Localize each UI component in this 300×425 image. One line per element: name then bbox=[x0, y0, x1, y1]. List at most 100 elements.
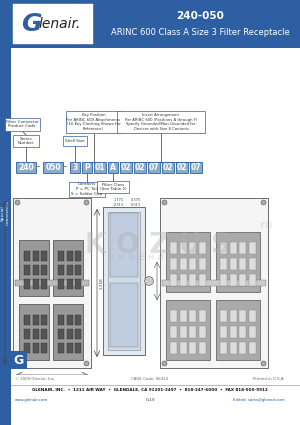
Text: Insert Arrangement
Per ARINC 600 (Positions A through F)
Specify Grounded/Non-Gr: Insert Arrangement Per ARINC 600 (Positi… bbox=[125, 113, 197, 131]
Bar bbox=[11, 351, 27, 369]
Bar bbox=[75, 265, 81, 275]
Bar bbox=[110, 213, 138, 277]
Bar bbox=[58, 315, 64, 325]
Bar bbox=[220, 258, 227, 270]
Bar bbox=[248, 342, 256, 354]
Circle shape bbox=[84, 361, 89, 366]
Bar bbox=[24, 279, 30, 289]
Bar bbox=[120, 162, 132, 173]
Bar bbox=[248, 274, 256, 286]
Bar bbox=[176, 162, 188, 173]
Circle shape bbox=[261, 200, 266, 205]
Text: 2.200: 2.200 bbox=[0, 277, 1, 289]
Bar bbox=[66, 111, 121, 133]
Bar bbox=[162, 162, 174, 173]
Bar bbox=[24, 329, 30, 339]
Text: CAGE Code: 06324: CAGE Code: 06324 bbox=[131, 377, 169, 381]
Text: 02: 02 bbox=[121, 162, 131, 172]
Text: 3: 3 bbox=[72, 162, 78, 172]
Text: 2.205: 2.205 bbox=[46, 379, 58, 383]
Bar bbox=[75, 315, 81, 325]
Bar bbox=[162, 280, 266, 286]
Bar bbox=[58, 343, 64, 353]
Text: lenair.: lenair. bbox=[39, 17, 81, 31]
Text: 2.358: 2.358 bbox=[100, 277, 104, 289]
Bar bbox=[216, 232, 260, 292]
Bar bbox=[58, 265, 64, 275]
Bar bbox=[199, 242, 206, 254]
Bar bbox=[248, 310, 256, 322]
Text: и н ж е н и й н о й: и н ж е н и й н о й bbox=[108, 252, 202, 262]
Bar bbox=[67, 329, 73, 339]
Bar bbox=[15, 280, 89, 286]
Bar bbox=[41, 343, 47, 353]
Text: G-19: G-19 bbox=[145, 398, 155, 402]
Bar bbox=[239, 326, 246, 338]
Bar bbox=[220, 274, 227, 286]
Bar bbox=[32, 315, 38, 325]
Bar bbox=[179, 258, 187, 270]
Bar bbox=[170, 274, 177, 286]
Text: 240-050: 240-050 bbox=[176, 11, 224, 21]
Bar bbox=[148, 162, 160, 173]
Bar bbox=[75, 279, 81, 289]
Bar bbox=[13, 198, 91, 368]
Bar bbox=[94, 162, 106, 173]
Bar bbox=[220, 342, 227, 354]
Bar bbox=[189, 326, 196, 338]
Bar bbox=[179, 274, 187, 286]
Text: 07: 07 bbox=[149, 162, 159, 172]
Bar bbox=[110, 283, 138, 347]
Bar bbox=[166, 300, 210, 360]
Text: ARINC 600 Class A Size 3 Filter Receptacle: ARINC 600 Class A Size 3 Filter Receptac… bbox=[111, 28, 290, 37]
Bar bbox=[0, 0, 11, 425]
Bar bbox=[67, 343, 73, 353]
Bar bbox=[16, 162, 36, 173]
Bar bbox=[239, 342, 246, 354]
Bar bbox=[32, 329, 38, 339]
Text: 050: 050 bbox=[45, 162, 61, 172]
Bar bbox=[75, 251, 81, 261]
Bar bbox=[189, 342, 196, 354]
Text: A: A bbox=[110, 162, 116, 172]
Text: 02: 02 bbox=[135, 162, 145, 172]
Text: 02: 02 bbox=[163, 162, 173, 172]
Text: Edited: sales@glenair.com: Edited: sales@glenair.com bbox=[233, 398, 285, 402]
Bar bbox=[67, 265, 73, 275]
Bar bbox=[199, 258, 206, 270]
Bar bbox=[13, 135, 39, 147]
Bar bbox=[179, 326, 187, 338]
Bar bbox=[53, 304, 83, 360]
Bar bbox=[179, 342, 187, 354]
Text: Printed in U.S.A.: Printed in U.S.A. bbox=[254, 377, 285, 381]
Bar bbox=[220, 242, 227, 254]
Text: -: - bbox=[37, 162, 40, 172]
Bar bbox=[160, 198, 268, 368]
Text: Shell Size: Shell Size bbox=[65, 139, 85, 143]
Bar bbox=[58, 329, 64, 339]
Bar bbox=[230, 242, 236, 254]
Bar bbox=[67, 279, 73, 289]
Bar bbox=[75, 343, 81, 353]
Bar bbox=[24, 251, 30, 261]
Bar bbox=[248, 242, 256, 254]
Bar bbox=[199, 274, 206, 286]
Text: 07: 07 bbox=[191, 162, 201, 172]
Text: 0.601: 0.601 bbox=[162, 275, 166, 286]
Text: www.glenair.com: www.glenair.com bbox=[15, 398, 48, 402]
Text: Filter Connector
Product Code: Filter Connector Product Code bbox=[6, 120, 38, 128]
Bar bbox=[134, 162, 146, 173]
Text: P: P bbox=[84, 162, 90, 172]
Bar bbox=[63, 136, 87, 146]
Circle shape bbox=[261, 361, 266, 366]
Text: Key Position
Per ARINC 600 Attachments
(16 Key Clocking Shown for
Reference): Key Position Per ARINC 600 Attachments (… bbox=[66, 113, 121, 131]
Circle shape bbox=[145, 277, 154, 286]
Text: 01: 01 bbox=[95, 162, 105, 172]
Circle shape bbox=[162, 200, 167, 205]
Bar bbox=[19, 240, 49, 296]
Bar bbox=[32, 343, 38, 353]
Bar bbox=[24, 343, 30, 353]
Bar bbox=[189, 274, 196, 286]
Bar bbox=[230, 326, 236, 338]
Bar bbox=[179, 310, 187, 322]
